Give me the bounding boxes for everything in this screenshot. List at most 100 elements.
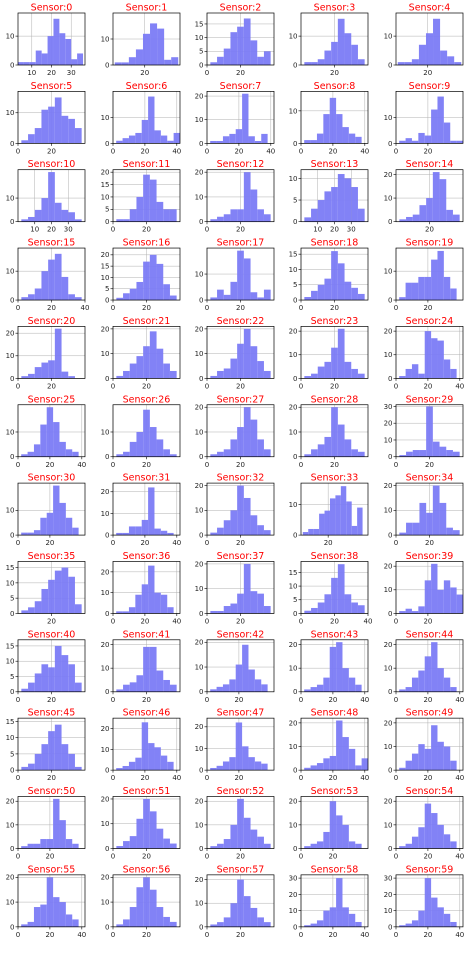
histogram-bar <box>21 610 29 614</box>
y-tick-label: 0 <box>388 140 392 148</box>
histogram-bar <box>418 670 425 692</box>
y-tick-label: 20 <box>195 404 204 412</box>
histogram-bar <box>21 846 28 849</box>
histogram-bar <box>21 219 29 222</box>
histogram-bar <box>324 436 332 457</box>
histogram-bar <box>405 687 412 692</box>
histogram-bar <box>136 281 144 301</box>
axes-frame <box>395 247 464 301</box>
panel-title: Sensor:49 <box>406 708 454 719</box>
histogram-bar <box>405 138 412 144</box>
histogram-panel: Sensor:12 0 20 0 10 20 <box>195 159 275 234</box>
x-tick-label: 20 <box>47 147 56 155</box>
histogram-bar <box>439 179 447 222</box>
histogram-bar <box>456 140 463 144</box>
histogram-bar <box>450 921 457 927</box>
histogram-bar <box>335 495 341 536</box>
x-tick-label: 0 <box>299 147 303 155</box>
histogram-bar <box>216 140 223 144</box>
histogram-bar <box>169 921 177 927</box>
histogram-bar <box>18 62 24 65</box>
histogram-bar <box>443 276 451 301</box>
y-tick-label: 15 <box>6 642 15 650</box>
histogram-bar <box>348 677 356 692</box>
y-tick-label: 20 <box>384 328 393 336</box>
x-tick-label: 40 <box>455 696 464 704</box>
panel-title: Sensor:39 <box>406 551 454 562</box>
y-tick-label: 0 <box>388 688 392 696</box>
panel-title: Sensor:56 <box>123 864 171 875</box>
histogram-bar <box>242 746 249 771</box>
histogram-bar <box>135 49 143 65</box>
histogram-bar <box>357 373 365 379</box>
histogram-bar <box>54 570 62 614</box>
x-tick-label: 0 <box>205 539 209 547</box>
histogram-bar <box>46 839 54 849</box>
histogram-bar <box>48 172 55 222</box>
y-tick-label: 0 <box>105 688 109 696</box>
histogram-bar <box>257 439 264 457</box>
y-tick-label: 10 <box>6 898 15 906</box>
histogram-panel: Sensor:47 0 20 0 10 20 <box>195 708 275 782</box>
y-tick-label: 10 <box>101 746 110 754</box>
histogram-bar <box>250 292 258 301</box>
histogram-bar <box>405 923 412 927</box>
histogram-bar <box>257 525 264 536</box>
histogram-bar <box>308 528 314 536</box>
histogram-bar <box>331 407 338 457</box>
axes-frame <box>395 561 464 614</box>
histogram-bar <box>248 669 255 692</box>
histogram-bar <box>142 33 151 65</box>
histogram-bar <box>171 57 179 65</box>
y-tick-label: 0 <box>293 532 297 540</box>
histogram-bar <box>404 62 412 65</box>
y-tick-label: 0 <box>293 688 297 696</box>
panel-title: Sensor:1 <box>126 3 168 14</box>
histogram-bar <box>210 767 217 771</box>
histogram-bar <box>129 288 137 301</box>
histogram-bar <box>129 907 137 927</box>
histogram-bar <box>250 419 258 457</box>
x-tick-label: 20 <box>234 147 243 155</box>
histogram-bar <box>418 606 425 614</box>
histogram-bar <box>424 803 432 849</box>
y-tick-label: 0 <box>293 296 297 304</box>
histogram-bar <box>254 761 262 771</box>
y-tick-label: 10 <box>101 114 110 122</box>
y-tick-label: 5 <box>105 285 109 293</box>
histogram-bar <box>263 843 271 849</box>
histogram-bar <box>230 510 238 536</box>
y-tick-label: 10 <box>384 351 393 359</box>
histogram-bar <box>337 18 345 65</box>
y-tick-label: 10 <box>384 743 393 751</box>
y-tick-label: 0 <box>105 845 109 853</box>
histogram-bar <box>21 532 28 536</box>
histogram-bar <box>257 361 264 379</box>
histogram-bar <box>61 371 69 379</box>
axes-frame <box>395 639 464 693</box>
x-tick-label: 0 <box>205 69 209 77</box>
histogram-bar <box>304 376 312 379</box>
histogram-bar <box>41 362 49 379</box>
x-tick-label: 20 <box>423 147 432 155</box>
histogram-panel: Sensor:7 0 20 40 0 10 20 <box>195 81 276 156</box>
histogram-bar <box>336 878 343 927</box>
histogram-bar <box>53 485 60 536</box>
x-tick-label: 0 <box>299 696 303 704</box>
y-tick-label: 0 <box>199 767 203 775</box>
histogram-bar <box>167 607 174 614</box>
histogram-bar <box>437 741 444 771</box>
histogram-bar <box>116 454 124 457</box>
y-tick-label: 10 <box>6 734 15 742</box>
x-tick-label: 40 <box>172 617 181 625</box>
x-tick-label: 40 <box>360 147 369 155</box>
histogram-bar <box>418 276 425 301</box>
histogram-panel: Sensor:33 20 0 10 <box>289 473 369 547</box>
panel-title: Sensor:25 <box>28 394 76 405</box>
x-tick-label: 20 <box>142 461 151 469</box>
y-tick-label: 10 <box>289 665 298 673</box>
y-tick-label: 20 <box>289 891 298 899</box>
histogram-bar <box>431 642 438 692</box>
x-tick-label: 20 <box>47 69 56 77</box>
x-tick-label: 20 <box>425 461 434 469</box>
